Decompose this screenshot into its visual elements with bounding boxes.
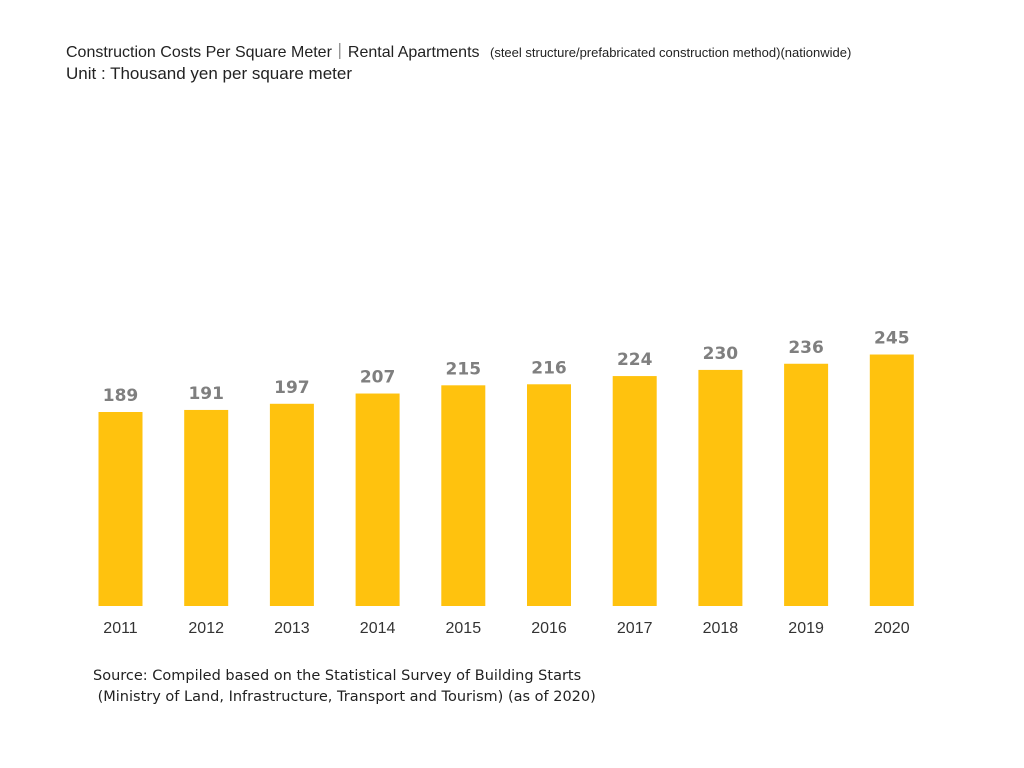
value-label-2015: 215 bbox=[446, 359, 482, 379]
value-label-2019: 236 bbox=[788, 338, 824, 358]
value-label-2018: 230 bbox=[703, 344, 739, 364]
bar-2011 bbox=[98, 412, 143, 606]
bar-2015 bbox=[441, 385, 486, 606]
bar-chart: 189 2011 191 2012 197 2013 207 2014 215 2015 216 20… bbox=[98, 329, 914, 637]
bar-2018 bbox=[698, 369, 743, 606]
x-tick-label-2012: 2012 bbox=[188, 620, 224, 637]
x-tick-label-2016: 2016 bbox=[531, 620, 567, 637]
value-label-2017: 224 bbox=[617, 350, 653, 370]
chart-title: Construction Costs Per Square Meter｜Rent… bbox=[66, 38, 851, 62]
value-label-2013: 197 bbox=[274, 378, 310, 398]
chart-subtitle: (steel structure/prefabricated construct… bbox=[489, 45, 852, 60]
unit-label: Unit : Thousand yen per square meter bbox=[66, 64, 353, 83]
value-label-2016: 216 bbox=[531, 358, 567, 378]
bar-2020 bbox=[869, 354, 914, 606]
x-tick-label-2018: 2018 bbox=[703, 620, 739, 637]
value-label-2012: 191 bbox=[188, 384, 224, 404]
source-line-1: Source: Compiled based on the Statistica… bbox=[93, 668, 582, 684]
bar-2017 bbox=[612, 376, 657, 606]
bar-2016 bbox=[527, 384, 571, 606]
x-tick-label-2011: 2011 bbox=[103, 620, 138, 637]
x-tick-label-2017: 2017 bbox=[617, 620, 653, 637]
bar-2019 bbox=[784, 363, 829, 606]
x-tick-label-2020: 2020 bbox=[874, 620, 910, 637]
value-label-2020: 245 bbox=[874, 329, 910, 349]
x-tick-label-2019: 2019 bbox=[788, 620, 824, 637]
x-tick-label-2015: 2015 bbox=[446, 620, 482, 637]
bar-2014 bbox=[355, 393, 400, 606]
bar-2013 bbox=[269, 403, 314, 606]
x-tick-label-2013: 2013 bbox=[274, 620, 310, 637]
source-note: Source: Compiled based on the Statistica… bbox=[93, 666, 596, 708]
chart-title-main: Construction Costs Per Square Meter｜Rent… bbox=[66, 44, 480, 61]
value-label-2011: 189 bbox=[103, 386, 139, 406]
source-line-2: (Ministry of Land, Infrastructure, Trans… bbox=[93, 689, 596, 705]
bar-2012 bbox=[184, 409, 229, 606]
x-tick-label-2014: 2014 bbox=[360, 620, 396, 637]
value-label-2014: 207 bbox=[360, 368, 396, 388]
